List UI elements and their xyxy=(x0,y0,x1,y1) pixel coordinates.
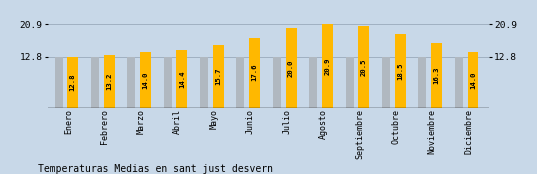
Bar xyxy=(431,43,442,108)
Text: 14.4: 14.4 xyxy=(179,70,185,88)
Bar xyxy=(91,57,99,108)
Bar xyxy=(309,57,317,108)
Text: 18.5: 18.5 xyxy=(397,62,403,80)
Bar xyxy=(177,50,187,108)
Bar xyxy=(164,57,172,108)
Text: 20.5: 20.5 xyxy=(361,58,367,76)
Bar xyxy=(67,57,78,108)
Bar xyxy=(249,38,260,108)
Text: 15.7: 15.7 xyxy=(215,68,221,85)
Text: 14.0: 14.0 xyxy=(142,71,149,89)
Bar xyxy=(104,55,114,108)
Bar xyxy=(358,26,369,108)
Bar xyxy=(127,57,135,108)
Bar xyxy=(455,57,463,108)
Text: 13.2: 13.2 xyxy=(106,73,112,90)
Bar xyxy=(200,57,208,108)
Bar xyxy=(395,34,405,108)
Bar xyxy=(286,28,296,108)
Bar xyxy=(273,57,281,108)
Bar xyxy=(140,52,151,108)
Bar xyxy=(55,57,62,108)
Text: 16.3: 16.3 xyxy=(434,66,440,84)
Bar xyxy=(236,57,244,108)
Bar xyxy=(213,45,224,108)
Bar xyxy=(468,52,478,108)
Text: 12.8: 12.8 xyxy=(70,74,76,91)
Bar xyxy=(346,57,354,108)
Text: Temperaturas Medias en sant just desvern: Temperaturas Medias en sant just desvern xyxy=(38,164,273,174)
Text: 20.0: 20.0 xyxy=(288,59,294,77)
Bar xyxy=(322,24,333,108)
Text: 17.6: 17.6 xyxy=(252,64,258,81)
Text: 20.9: 20.9 xyxy=(324,57,330,75)
Bar xyxy=(382,57,390,108)
Text: 14.0: 14.0 xyxy=(470,71,476,89)
Bar xyxy=(418,57,426,108)
